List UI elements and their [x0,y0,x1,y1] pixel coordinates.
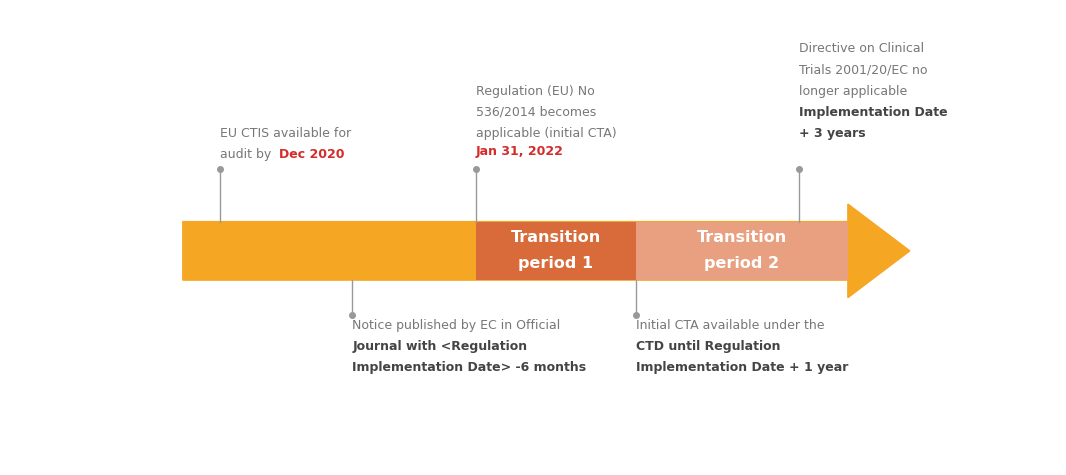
Text: EU CTIS available for: EU CTIS available for [220,127,351,140]
Text: Jan 31, 2022: Jan 31, 2022 [477,145,564,158]
Text: Initial CTA available under the: Initial CTA available under the [635,319,824,332]
Text: Trials 2001/20/EC no: Trials 2001/20/EC no [800,63,927,76]
FancyArrow shape [183,204,909,298]
Text: applicable (initial CTA): applicable (initial CTA) [477,127,617,140]
Text: longer applicable: longer applicable [800,85,907,97]
Text: Dec 2020: Dec 2020 [279,148,345,161]
Text: CTD until Regulation: CTD until Regulation [635,340,780,353]
Text: Transition
period 2: Transition period 2 [696,230,787,271]
Text: Implementation Date: Implementation Date [800,106,948,119]
Bar [635,222,847,280]
Text: Directive on Clinical: Directive on Clinical [800,42,924,55]
Bar [477,222,635,280]
Text: audit by: audit by [220,148,275,161]
Text: Notice published by EC in Official: Notice published by EC in Official [352,319,561,332]
Text: + 3 years: + 3 years [800,127,866,140]
Text: 536/2014 becomes: 536/2014 becomes [477,106,596,119]
Text: Transition
period 1: Transition period 1 [511,230,601,271]
Text: Implementation Date + 1 year: Implementation Date + 1 year [635,361,847,374]
Text: Regulation (EU) No: Regulation (EU) No [477,85,595,97]
Text: Journal with <Regulation: Journal with <Regulation [352,340,528,353]
Text: Implementation Date> -6 months: Implementation Date> -6 months [352,361,586,374]
